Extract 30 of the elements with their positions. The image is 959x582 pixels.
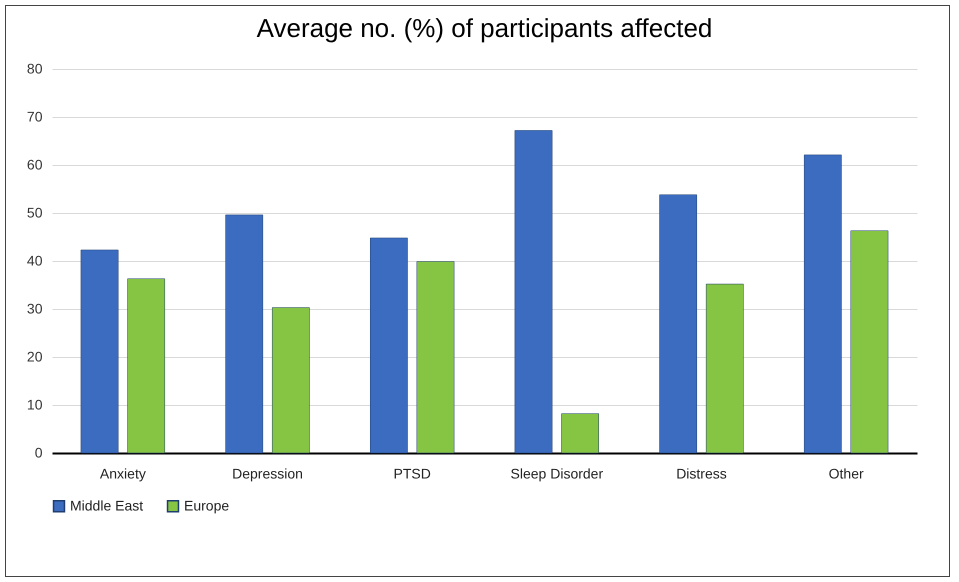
y-tick-label: 80 xyxy=(26,60,43,76)
y-tick-label: 20 xyxy=(26,348,43,364)
bar xyxy=(850,230,888,454)
bar xyxy=(561,413,600,454)
x-tick-label: Anxiety xyxy=(100,466,146,482)
bar xyxy=(225,214,264,454)
x-tick-label: Sleep Disorder xyxy=(510,466,604,482)
legend-label: Europe xyxy=(184,497,230,514)
bar xyxy=(804,154,842,454)
x-tick-label: Depression xyxy=(232,466,303,482)
y-tick-label: 50 xyxy=(26,204,43,220)
x-tick-label: PTSD xyxy=(394,466,431,482)
bar xyxy=(272,307,310,454)
x-tick-label: Distress xyxy=(676,466,727,482)
bar xyxy=(127,278,166,454)
bar xyxy=(370,238,408,454)
x-tick-label: Other xyxy=(828,466,864,482)
y-tick-label: 10 xyxy=(26,396,43,412)
y-tick-label: 0 xyxy=(34,444,43,460)
legend-label: Middle East xyxy=(70,497,144,514)
bar xyxy=(659,194,698,454)
bar xyxy=(706,284,744,454)
y-tick-label: 40 xyxy=(26,252,43,268)
bar xyxy=(416,261,454,454)
y-tick-label: 70 xyxy=(26,108,43,124)
bar xyxy=(80,250,118,454)
y-tick-label: 30 xyxy=(26,300,43,316)
bar xyxy=(514,130,552,454)
chart-title: Average no. (%) of participants affected xyxy=(256,13,712,43)
y-tick-label: 60 xyxy=(26,156,43,172)
